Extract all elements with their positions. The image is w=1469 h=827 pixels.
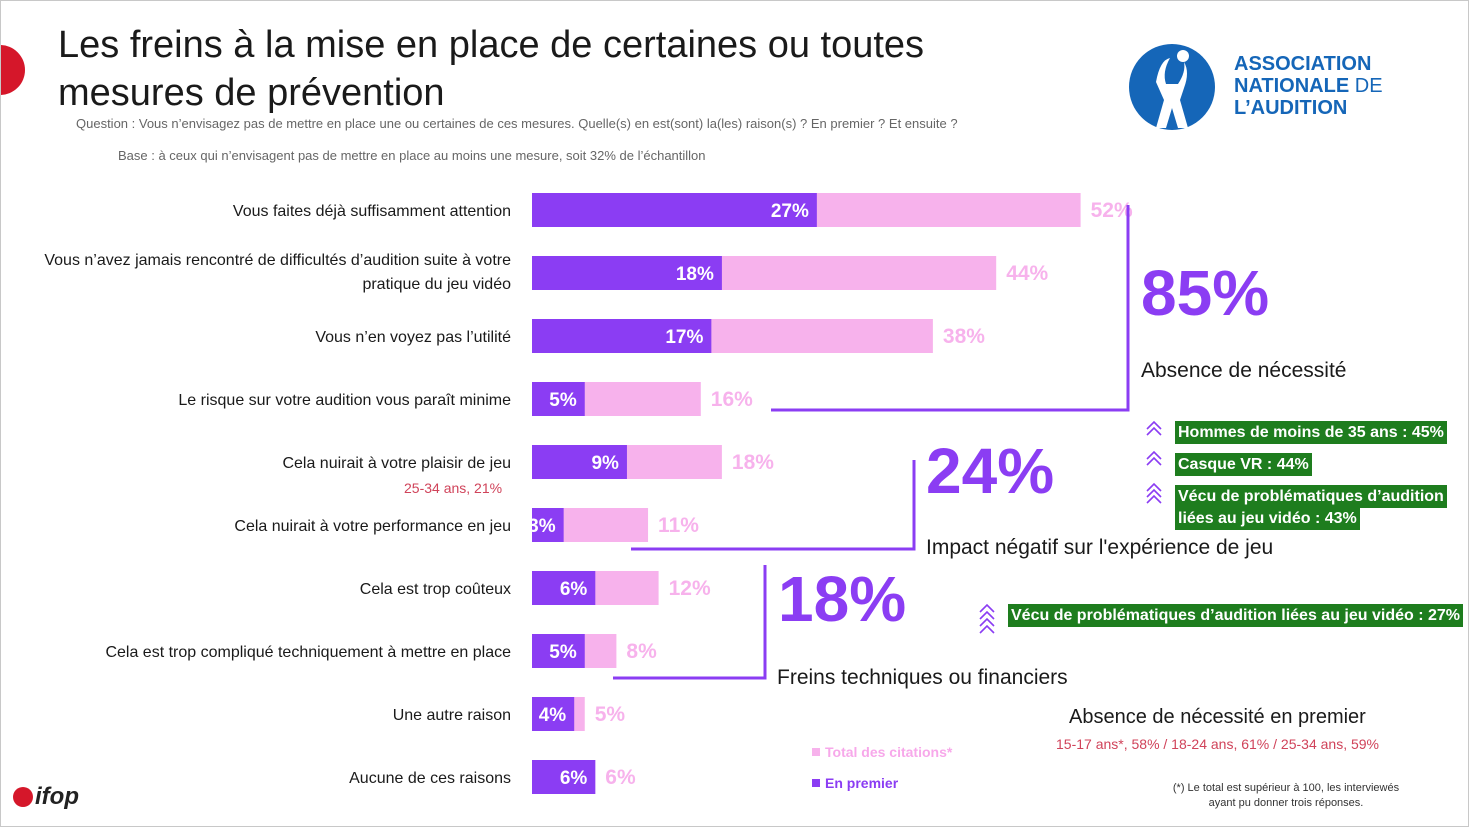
bar-first <box>532 760 596 794</box>
summary-detail: 15-17 ans*, 58% / 18-24 ans, 61% / 25-34… <box>1056 736 1379 752</box>
bar-label-total: 5% <box>595 703 626 726</box>
bar-first <box>532 193 817 227</box>
category-label: Cela nuirait à votre plaisir de jeu <box>282 455 511 472</box>
category-label: Cela est trop coûteux <box>360 581 511 598</box>
bar-first <box>532 256 722 290</box>
footnote: (*) Le total est supérieur à 100, les in… <box>1172 782 1400 809</box>
bar-label-first: 4% <box>539 705 567 726</box>
category-label: Cela est trop compliqué techniquement à … <box>105 644 511 661</box>
category-label: Une autre raison <box>393 707 511 724</box>
bar-label-total: 8% <box>626 640 657 663</box>
bar-first <box>532 319 712 353</box>
bar-label-total: 12% <box>669 577 711 600</box>
bar-label-first: 5% <box>549 642 577 663</box>
bracket-technical <box>613 565 767 680</box>
bar-first <box>532 697 575 731</box>
bracket-necessity <box>771 205 1130 412</box>
bar-label-total: 18% <box>732 451 774 474</box>
association-logo-text: ASSOCIATION NATIONALE DE L’AUDITION <box>1234 53 1383 119</box>
group-value-impact: 24% <box>926 435 1055 507</box>
person-logo-icon <box>1129 44 1215 130</box>
bar-first <box>532 382 585 416</box>
bar-label-total: 16% <box>711 388 753 411</box>
chevron-up-icon <box>1146 420 1162 504</box>
bar-label-first: 6% <box>560 579 588 600</box>
ifop-logo: ifop <box>13 783 79 811</box>
chevron-up-icon <box>979 603 995 634</box>
bar-label-total: 38% <box>943 325 985 348</box>
question-text: Question : Vous n’envisagez pas de mettr… <box>76 116 958 131</box>
bar-first <box>532 445 627 479</box>
base-text: Base : à ceux qui n’envisagent pas de me… <box>118 148 706 163</box>
bar-first <box>532 571 596 605</box>
category-label: Le risque sur votre audition vous paraît… <box>178 392 511 409</box>
legend-swatch-total <box>812 748 820 756</box>
group-label-impact: Impact négatif sur l'expérience de jeu <box>926 536 1274 559</box>
sub-note: 25-34 ans, 21% <box>404 480 503 496</box>
group-label-necessity: Absence de nécessité <box>1141 359 1347 382</box>
bar-label-first: 27% <box>771 201 809 222</box>
page-title: Les freins à la mise en place de certain… <box>58 24 925 114</box>
bar-first <box>532 508 564 542</box>
bar-label-total: 44% <box>1006 262 1048 285</box>
bar-label-first: 6% <box>560 768 588 789</box>
bar-label-first: 5% <box>549 390 577 411</box>
group-value-necessity: 85% <box>1141 257 1270 329</box>
legend-swatch-first <box>812 779 820 787</box>
category-label: Cela nuirait à votre performance en jeu <box>234 518 511 535</box>
bar-label-first: 3% <box>528 516 556 537</box>
bar-label-total: 11% <box>658 514 699 537</box>
legend-first: En premier <box>812 775 898 791</box>
legend-total: Total des citations* <box>812 744 952 760</box>
tag-hearing-issues-technical: Vécu de problématiques d’audition liées … <box>1008 604 1463 627</box>
category-label: pratique du jeu vidéo <box>362 276 511 293</box>
bar-label-first: 18% <box>676 264 714 285</box>
bar-label-total: 6% <box>605 766 636 789</box>
category-label: Vous n’en voyez pas l’utilité <box>315 329 511 346</box>
tag-men-under-35: Hommes de moins de 35 ans : 45% <box>1175 421 1447 444</box>
category-label: Vous faites déjà suffisamment attention <box>233 203 511 220</box>
ifop-dot-icon <box>13 787 33 807</box>
group-value-technical: 18% <box>778 563 907 635</box>
group-label-technical: Freins techniques ou financiers <box>777 666 1068 689</box>
tag-vr-headset: Casque VR : 44% <box>1175 453 1312 476</box>
tag-hearing-issues-line2: liées au jeu vidéo : 43% <box>1175 507 1360 530</box>
summary-title: Absence de nécessité en premier <box>1069 706 1366 728</box>
bar-label-total: 52% <box>1091 199 1133 222</box>
tag-hearing-issues-line1: Vécu de problématiques d’audition <box>1175 485 1447 508</box>
bar-label-first: 17% <box>665 327 703 348</box>
bracket-impact <box>631 460 916 551</box>
category-label: Vous n’avez jamais rencontré de difficul… <box>44 252 511 269</box>
bar-label-first: 9% <box>591 453 619 474</box>
category-label: Aucune de ces raisons <box>349 770 511 787</box>
bar-first <box>532 634 585 668</box>
